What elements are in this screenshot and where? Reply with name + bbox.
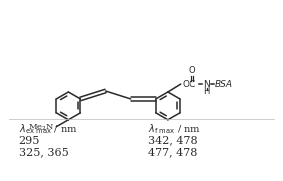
Text: H: H <box>203 87 210 96</box>
Text: Me$_2$N: Me$_2$N <box>28 123 54 133</box>
Text: OC: OC <box>183 80 196 89</box>
Text: 325, 365: 325, 365 <box>19 148 68 157</box>
Text: O: O <box>189 66 196 75</box>
Text: $\lambda_{\mathrm{ex\ max}}$ / nm: $\lambda_{\mathrm{ex\ max}}$ / nm <box>19 122 77 136</box>
Text: 295: 295 <box>19 136 40 146</box>
Text: 342, 478: 342, 478 <box>148 136 198 146</box>
Text: N: N <box>203 80 210 89</box>
Text: $\lambda_{\mathrm{f\ max}}$ / nm: $\lambda_{\mathrm{f\ max}}$ / nm <box>148 122 201 136</box>
Text: 477, 478: 477, 478 <box>148 148 197 157</box>
Text: BSA: BSA <box>215 80 233 89</box>
